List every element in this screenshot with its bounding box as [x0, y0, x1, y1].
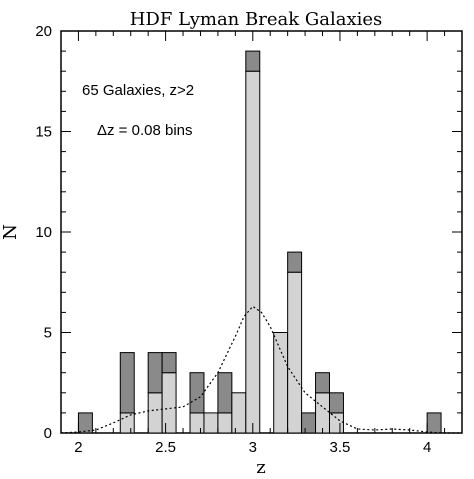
- bar-dark-8: [245, 50, 261, 72]
- bar-dark-2: [147, 352, 163, 394]
- x-tick-label: 3: [249, 439, 257, 456]
- axis-ticks: [61, 30, 462, 434]
- bar-dark-3: [161, 352, 177, 374]
- bar-dark-13: [328, 392, 344, 414]
- y-tick-labels: 0 5 10 15 20: [35, 23, 52, 442]
- annotation-bin-width: Δz = 0.08 bins: [97, 122, 193, 139]
- chart-title: HDF Lyman Break Galaxies: [130, 9, 383, 30]
- x-tick-label: 2.5: [155, 439, 176, 456]
- bar-light-10: [287, 271, 303, 434]
- x-tick-label: 2: [74, 439, 82, 456]
- y-tick-label: 0: [44, 425, 52, 442]
- bars-group: [77, 50, 442, 434]
- annotation-galaxy-count: 65 Galaxies, z>2: [82, 82, 194, 99]
- bar-light-3: [161, 372, 177, 434]
- x-tick-labels: 2 2.5 3 3.5 4: [74, 439, 431, 456]
- bar-dark-10: [287, 251, 303, 273]
- plot-area: [60, 30, 463, 434]
- bar-light-4: [189, 412, 205, 434]
- y-axis-title: N: [0, 224, 21, 240]
- bar-dark-6: [217, 372, 233, 414]
- y-tick-label: 5: [44, 325, 52, 342]
- bar-dark-11: [301, 412, 317, 434]
- bar-light-12: [315, 392, 330, 434]
- bar-dark-1: [119, 352, 135, 414]
- bar-light-7: [231, 392, 247, 434]
- bar-dark-12: [315, 372, 330, 394]
- x-tick-label: 4: [423, 439, 431, 456]
- x-tick-label: 3.5: [330, 439, 351, 456]
- y-tick-label: 15: [35, 124, 52, 141]
- bar-light-5: [203, 412, 219, 434]
- bar-dark-0: [77, 412, 93, 434]
- bar-light-8: [245, 70, 261, 434]
- y-tick-label: 20: [35, 23, 52, 40]
- y-tick-label: 10: [35, 224, 52, 241]
- x-axis-title: z: [256, 457, 265, 478]
- bar-light-13: [328, 412, 344, 434]
- fit-curve: [60, 305, 462, 434]
- bar-light-9: [273, 332, 289, 434]
- bar-light-6: [217, 412, 233, 434]
- bar-dark-4: [189, 372, 205, 414]
- bar-light-2: [147, 392, 163, 434]
- bar-dark-14: [426, 412, 442, 434]
